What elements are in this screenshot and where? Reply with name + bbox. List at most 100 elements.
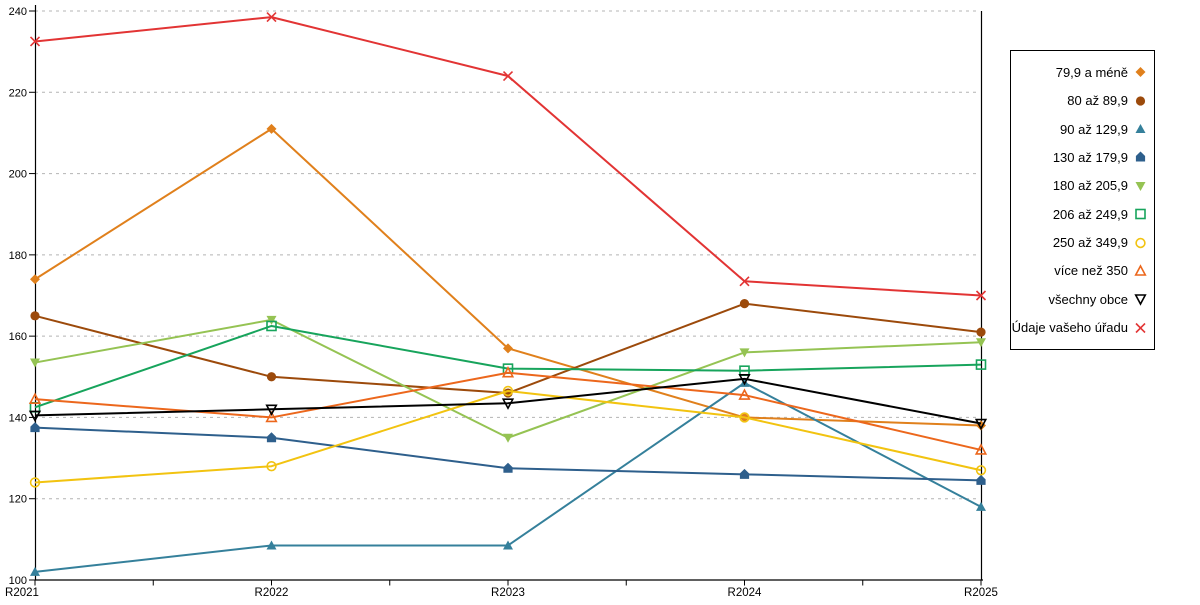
x-axis-label: R2021 [5,587,39,599]
series-marker-6 [975,465,987,476]
legend-item-6: 250 až 349,9 [1011,236,1154,250]
series-marker-2 [30,566,40,576]
series-marker-2 [976,501,986,511]
series-marker-5 [975,359,987,370]
series-line-9 [34,16,982,297]
legend-item-5: 206 až 249,9 [1011,207,1154,221]
series-marker-4 [503,433,513,443]
series-marker-7 [501,366,515,378]
series-marker-3 [266,432,277,443]
square-open-legend-icon [1135,208,1146,220]
series-marker-9 [502,70,514,82]
series-marker-8 [738,374,751,386]
series-marker-8 [974,418,988,431]
series-marker-9 [266,12,277,23]
legend-marker-1 [1135,96,1146,106]
y-axis-label: 220 [9,87,27,99]
triangle-down-open-legend-icon [1134,294,1147,306]
series-4 [30,315,986,443]
legend-label: 80 až 89,9 [1067,93,1128,109]
legend-label: všechny obce [1048,291,1129,307]
legend-item-8: všechny obce [1011,292,1154,306]
legend-label: 130 až 179,9 [1052,149,1128,165]
pentagon-filled-legend-icon [1135,151,1146,162]
series-line-6 [34,390,982,484]
series-marker-1 [266,372,277,382]
series-marker-7 [28,392,42,404]
series-marker-5 [266,320,277,332]
series-marker-3 [976,474,986,485]
series-marker-8 [501,398,515,410]
legend-label: 90 až 129,9 [1060,121,1128,137]
legend-label: více než 350 [1054,263,1128,279]
series-0 [30,123,986,431]
series-marker-1 [30,311,40,321]
legend-item-4: 180 až 205,9 [1011,179,1154,193]
series-8 [28,374,988,431]
series-marker-6 [266,461,277,472]
series-marker-8 [28,410,42,423]
x-axis-label: R2025 [964,587,998,599]
series-marker-2 [266,540,277,550]
legend-label: 206 až 249,9 [1052,206,1128,222]
legend-item-3: 130 až 179,9 [1011,150,1154,164]
circle-open-legend-icon [1135,237,1146,248]
series-9 [29,12,987,301]
y-axis-label: 200 [9,169,27,181]
series-3 [30,422,986,485]
series-marker-3 [739,468,750,479]
x-axis-label: R2023 [491,587,525,599]
series-marker-0 [30,274,40,285]
legend-marker-0 [1135,67,1146,78]
series-marker-4 [739,348,750,358]
series-marker-9 [975,290,987,301]
legend-label: Údaje vašeho úřadu [1011,320,1128,336]
y-axis-label: 240 [9,6,27,18]
legend-marker-6 [1135,237,1146,248]
y-axis-label: 160 [9,331,27,343]
series-marker-2 [503,540,513,550]
legend-item-1: 80 až 89,9 [1011,94,1154,108]
series-marker-7 [738,388,751,400]
circle-filled-legend-icon [1135,96,1146,106]
x-legend-icon [1135,322,1146,333]
diamond-filled-legend-icon [1135,67,1146,78]
series-marker-9 [739,276,750,287]
legend-label: 79,9 a méně [1055,64,1128,80]
legend-item-0: 79,9 a méně [1011,65,1154,79]
legend-marker-4 [1135,181,1146,191]
legend-label: 180 až 205,9 [1052,178,1128,194]
series-marker-6 [502,385,514,397]
triangle-up-open-legend-icon [1134,264,1147,276]
y-axis-label: 120 [9,494,27,506]
series-marker-0 [266,123,277,134]
legend-marker-9 [1135,322,1146,333]
legend-item-9: Údaje vašeho úřadu [1011,321,1154,335]
series-marker-4 [976,338,986,348]
series-marker-4 [266,315,277,325]
series-marker-9 [29,36,41,47]
legend-marker-3 [1135,151,1146,162]
x-axis-label: R2022 [255,587,289,599]
series-marker-6 [29,477,41,488]
series-6 [29,385,987,488]
series-marker-4 [30,358,40,368]
series-marker-7 [265,410,278,423]
legend-marker-8 [1134,294,1147,306]
series-marker-7 [974,443,988,455]
y-axis-label: 140 [9,412,27,424]
series-marker-3 [503,462,513,473]
legend-item-2: 90 až 129,9 [1011,122,1154,136]
y-axis-label: 180 [9,250,27,262]
series-marker-1 [739,299,750,309]
series-marker-0 [503,343,513,354]
series-line-8 [34,377,982,425]
triangle-up-filled-legend-icon [1135,124,1146,134]
legend-item-7: více než 350 [1011,264,1154,278]
legend-marker-2 [1135,124,1146,134]
chart-legend: 79,9 a méně 80 až 89,9 90 až 129,9 130 až 1… [1010,50,1155,350]
series-marker-3 [30,422,40,433]
series-marker-1 [976,327,986,337]
